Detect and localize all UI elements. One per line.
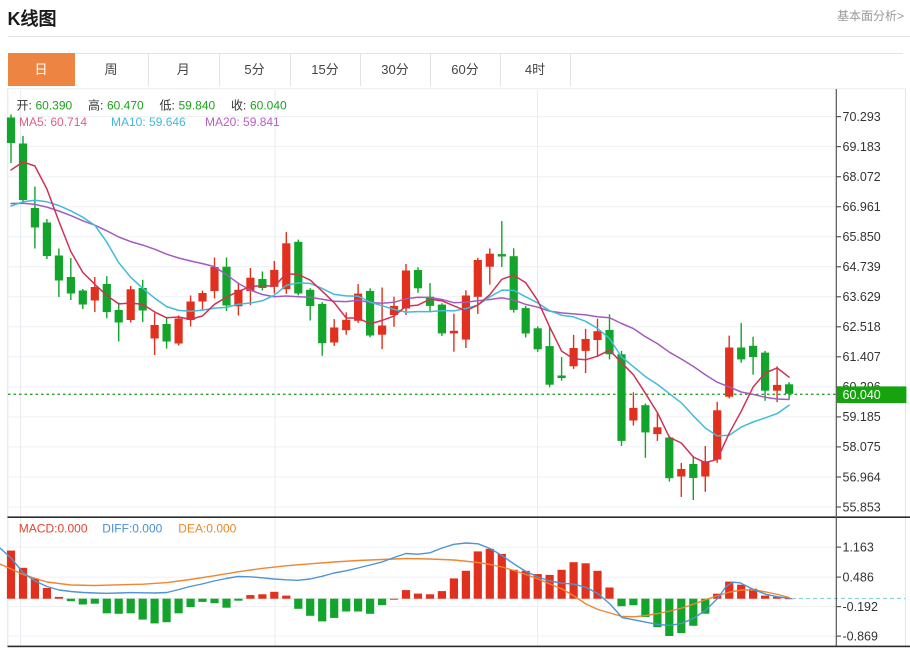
svg-text:高:: 高: <box>88 97 103 112</box>
svg-text:66.961: 66.961 <box>843 200 881 214</box>
svg-text:68.072: 68.072 <box>843 170 881 184</box>
svg-text:-0.192: -0.192 <box>843 600 878 614</box>
svg-text:MACD:0.000: MACD:0.000 <box>19 521 88 535</box>
svg-text:60.470: 60.470 <box>107 98 144 112</box>
svg-text:-0.869: -0.869 <box>843 629 878 643</box>
svg-text:59.185: 59.185 <box>843 410 881 424</box>
svg-text:1.163: 1.163 <box>843 540 874 554</box>
svg-text:59.840: 59.840 <box>179 98 216 112</box>
svg-text:MA5: 60.714: MA5: 60.714 <box>19 115 87 129</box>
svg-text:60.390: 60.390 <box>36 98 73 112</box>
svg-text:58.075: 58.075 <box>843 440 881 454</box>
svg-text:开:: 开: <box>17 98 32 112</box>
svg-text:MA20: 59.841: MA20: 59.841 <box>205 115 280 129</box>
svg-text:56.964: 56.964 <box>843 470 881 484</box>
svg-text:DEA:0.000: DEA:0.000 <box>178 521 236 535</box>
svg-text:65.850: 65.850 <box>843 230 881 244</box>
svg-text:60.040: 60.040 <box>250 98 287 112</box>
svg-text:DIFF:0.000: DIFF:0.000 <box>102 521 162 535</box>
svg-text:70.293: 70.293 <box>843 110 881 124</box>
svg-text:低:: 低: <box>160 98 175 112</box>
svg-text:61.407: 61.407 <box>843 350 881 364</box>
svg-text:69.183: 69.183 <box>843 140 881 154</box>
svg-text:MA10: 59.646: MA10: 59.646 <box>111 115 186 129</box>
svg-text:55.853: 55.853 <box>843 500 881 514</box>
svg-text:60.040: 60.040 <box>843 388 881 402</box>
svg-text:收:: 收: <box>231 98 246 112</box>
svg-text:64.739: 64.739 <box>843 260 881 274</box>
svg-text:62.518: 62.518 <box>843 320 881 334</box>
svg-text:0.486: 0.486 <box>843 570 874 584</box>
svg-text:63.629: 63.629 <box>843 290 881 304</box>
